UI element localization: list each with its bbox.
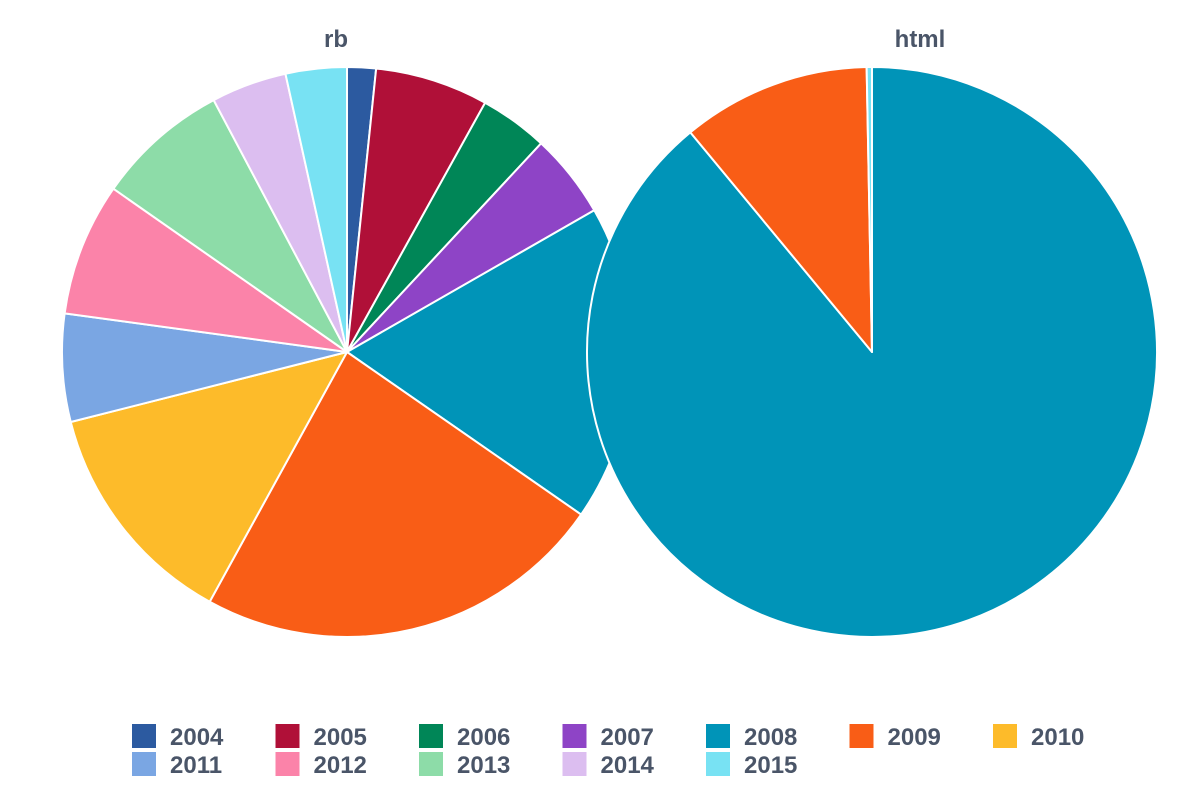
legend-item-2014[interactable]: 2014 bbox=[562, 752, 655, 779]
legend-swatch-2008 bbox=[706, 724, 730, 748]
pie-chart-html bbox=[585, 65, 1158, 638]
pie-chart-rb bbox=[61, 66, 633, 638]
legend: 2004 2005 2006 2007 2008 2009 2010 2011 2012 2013… bbox=[132, 724, 1084, 779]
legend-swatch-2014 bbox=[562, 752, 587, 776]
legend-swatch-2006 bbox=[419, 724, 443, 748]
legend-swatch-2010 bbox=[993, 724, 1017, 748]
legend-item-2011[interactable]: 2011 bbox=[132, 752, 222, 779]
pie-title-html: html bbox=[895, 26, 946, 53]
legend-label-2011: 2011 bbox=[170, 752, 222, 779]
legend-label-2007: 2007 bbox=[601, 724, 654, 751]
legend-label-2008: 2008 bbox=[744, 724, 797, 751]
legend-swatch-2011 bbox=[132, 752, 156, 776]
legend-item-2013[interactable]: 2013 bbox=[419, 752, 510, 779]
legend-label-2010: 2010 bbox=[1031, 724, 1084, 751]
legend-label-2014: 2014 bbox=[601, 752, 655, 779]
legend-swatch-2007 bbox=[562, 724, 587, 748]
legend-swatch-2005 bbox=[275, 724, 300, 748]
legend-swatch-2004 bbox=[132, 724, 156, 748]
legend-swatch-2013 bbox=[419, 752, 443, 776]
legend-item-2007[interactable]: 2007 bbox=[562, 724, 654, 751]
pie-slice-rb-2010[interactable] bbox=[69, 351, 348, 603]
legend-swatch-2015 bbox=[706, 752, 730, 776]
pie-slice-rb-2013[interactable] bbox=[112, 99, 348, 353]
legend-item-2009[interactable]: 2009 bbox=[849, 724, 941, 751]
pie-title-rb: rb bbox=[324, 26, 348, 53]
legend-swatch-2012 bbox=[275, 752, 300, 776]
legend-item-2008[interactable]: 2008 bbox=[706, 724, 797, 751]
legend-label-2004: 2004 bbox=[170, 724, 224, 751]
legend-label-2013: 2013 bbox=[457, 752, 510, 779]
legend-item-2010[interactable]: 2010 bbox=[993, 724, 1084, 751]
pie-slice-rb-2012[interactable] bbox=[63, 187, 348, 353]
legend-item-2015[interactable]: 2015 bbox=[706, 752, 797, 779]
legend-label-2009: 2009 bbox=[888, 724, 941, 751]
legend-item-2004[interactable]: 2004 bbox=[132, 724, 224, 751]
legend-item-2006[interactable]: 2006 bbox=[419, 724, 510, 751]
pie-slice-rb-2015[interactable] bbox=[284, 66, 348, 353]
legend-item-2012[interactable]: 2012 bbox=[275, 752, 367, 779]
legend-label-2015: 2015 bbox=[744, 752, 797, 779]
legend-label-2005: 2005 bbox=[314, 724, 367, 751]
pie-slice-html-2009[interactable] bbox=[689, 66, 873, 353]
pie-slice-rb-2005[interactable] bbox=[346, 67, 487, 353]
pie-slice-html-2015[interactable] bbox=[865, 65, 873, 353]
legend-swatch-2009 bbox=[849, 724, 874, 748]
legend-label-2006: 2006 bbox=[457, 724, 510, 751]
legend-label-2012: 2012 bbox=[314, 752, 367, 779]
pie-slice-rb-2009[interactable] bbox=[208, 351, 583, 638]
legend-item-2005[interactable]: 2005 bbox=[275, 724, 367, 751]
